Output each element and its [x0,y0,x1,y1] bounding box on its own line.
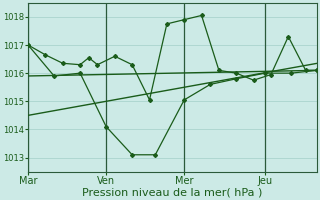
X-axis label: Pression niveau de la mer( hPa ): Pression niveau de la mer( hPa ) [83,187,263,197]
